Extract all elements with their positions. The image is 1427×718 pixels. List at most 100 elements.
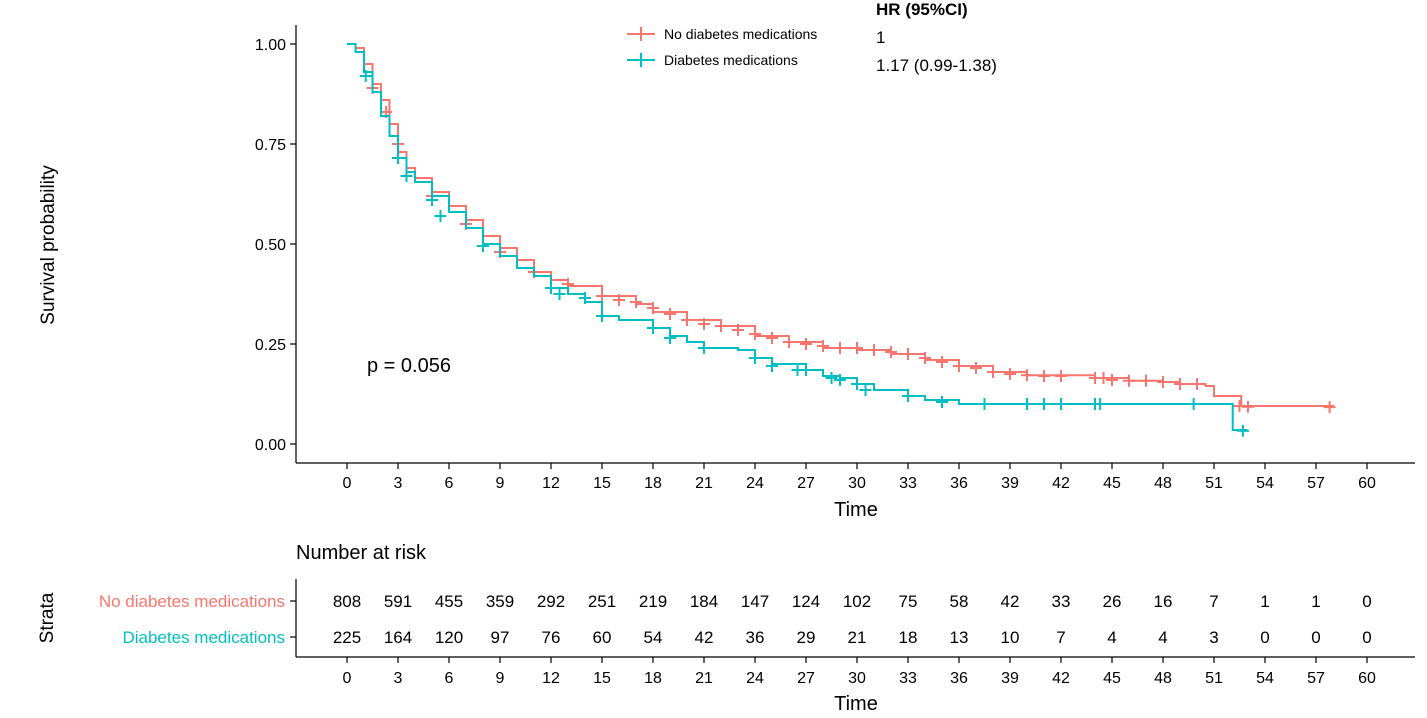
x-tick-label: 6	[445, 670, 454, 687]
risk-value: 7	[1209, 592, 1218, 611]
risk-value: 4	[1158, 628, 1167, 647]
risk-value: 124	[792, 592, 820, 611]
x-tick-label: 9	[496, 475, 505, 492]
censor-mark	[868, 344, 880, 356]
risk-value: 120	[435, 628, 463, 647]
censor-mark	[1004, 368, 1016, 380]
x-tick-label: 33	[899, 475, 917, 492]
censor-mark	[596, 290, 608, 302]
censor-mark	[902, 348, 914, 360]
risk-value: 102	[843, 592, 871, 611]
risk-value: 42	[1001, 592, 1020, 611]
risk-value: 0	[1362, 592, 1371, 611]
x-tick-label: 60	[1358, 475, 1376, 492]
risk-value: 58	[950, 592, 969, 611]
risk-table: Number at risk Strata Time No diabetes m…	[37, 542, 1415, 715]
x-axis-label: Time	[834, 499, 878, 521]
x-tick-label: 21	[695, 475, 713, 492]
censor-mark	[885, 346, 897, 358]
x-tick-label: 0	[343, 670, 352, 687]
x-tick-label: 6	[445, 475, 454, 492]
censor-mark	[647, 322, 659, 334]
censor-mark	[1174, 378, 1186, 390]
hr-title: HR (95%CI)	[876, 0, 968, 19]
censor-mark	[1038, 370, 1050, 382]
x-tick-label: 39	[1001, 670, 1019, 687]
censor-mark	[834, 342, 846, 354]
x-tick-label: 30	[848, 475, 866, 492]
hr-value-reference: 1	[876, 28, 886, 47]
censor-mark	[434, 210, 447, 222]
censor-mark	[681, 314, 693, 326]
x-tick-label: 24	[746, 670, 764, 687]
censor-mark	[1038, 398, 1050, 410]
risk-value: 4	[1107, 628, 1116, 647]
x-tick-label: 18	[644, 670, 662, 687]
risk-table-title: Number at risk	[296, 542, 427, 564]
risk-value: 21	[848, 628, 867, 647]
x-tick-label: 42	[1052, 475, 1070, 492]
risk-strata-label: No diabetes medications	[99, 592, 285, 611]
x-tick-label: 30	[848, 670, 866, 687]
censor-mark	[936, 356, 948, 368]
x-tick-label: 45	[1103, 670, 1121, 687]
risk-value: 97	[491, 628, 510, 647]
y-tick-label: 0.00	[255, 437, 286, 454]
risk-values: 808 591 455 359 292 251 219 184 147 124 102 75 58 42 3…	[333, 592, 1372, 647]
risk-value: 26	[1103, 592, 1122, 611]
censor-mark	[1323, 401, 1336, 414]
x-tick-label: 36	[950, 670, 968, 687]
x-tick-label: 48	[1154, 670, 1172, 687]
y-tick-label: 0.50	[255, 237, 286, 254]
censor-mark	[936, 396, 948, 408]
censor-mark	[851, 342, 863, 354]
censor-mark	[800, 364, 812, 376]
x-tick-label: 9	[496, 670, 505, 687]
risk-value: 18	[899, 628, 918, 647]
p-value-annotation: p = 0.056	[367, 355, 451, 377]
legend-item-no-diabetes: No diabetes medications	[627, 26, 817, 42]
risk-value: 36	[746, 628, 765, 647]
x-tick-label: 24	[746, 475, 764, 492]
x-tick-label: 27	[797, 475, 815, 492]
censor-mark	[1242, 400, 1254, 413]
censor-mark	[1157, 376, 1169, 388]
censor-mark	[817, 340, 829, 352]
censor-mark	[426, 194, 438, 206]
censor-mark	[1055, 398, 1067, 410]
x-tick-label: 33	[899, 670, 917, 687]
x-tick-label: 54	[1256, 670, 1274, 687]
censor-mark	[1123, 374, 1135, 387]
censor-mark	[664, 332, 676, 344]
censor-mark	[715, 320, 727, 332]
censor-mark	[859, 384, 872, 396]
x-axis-ticks: 0 3 6 9 12 15 18 21 24 27 30 33 36 39 42 45 48 51 54 57 60	[343, 463, 1376, 492]
x-tick-label: 57	[1307, 475, 1325, 492]
censor-mark	[1140, 374, 1152, 387]
x-tick-label: 42	[1052, 670, 1070, 687]
legend-label-no-diabetes: No diabetes medications	[664, 26, 817, 42]
censor-mark	[579, 292, 591, 304]
risk-value: 1	[1260, 592, 1269, 611]
censor-mark	[664, 308, 676, 320]
censor-mark	[400, 170, 413, 182]
censor-mark	[987, 366, 999, 378]
x-tick-label: 18	[644, 475, 662, 492]
survival-curves	[347, 43, 1336, 437]
risk-x-axis-label: Time	[834, 693, 878, 715]
censor-mark	[545, 282, 557, 294]
censor-mark	[1236, 424, 1249, 437]
risk-value: 54	[644, 628, 663, 647]
risk-value: 75	[899, 592, 918, 611]
censor-mark	[647, 302, 659, 314]
risk-value: 7	[1056, 628, 1065, 647]
risk-y-axis-label: Strata	[37, 592, 58, 643]
risk-value: 455	[435, 592, 463, 611]
censor-mark	[698, 342, 710, 354]
censor-mark	[825, 372, 838, 384]
censor-mark	[1055, 370, 1067, 382]
risk-value: 13	[950, 628, 969, 647]
x-tick-label: 3	[394, 475, 403, 492]
censor-mark	[392, 152, 404, 164]
risk-value: 292	[537, 592, 565, 611]
